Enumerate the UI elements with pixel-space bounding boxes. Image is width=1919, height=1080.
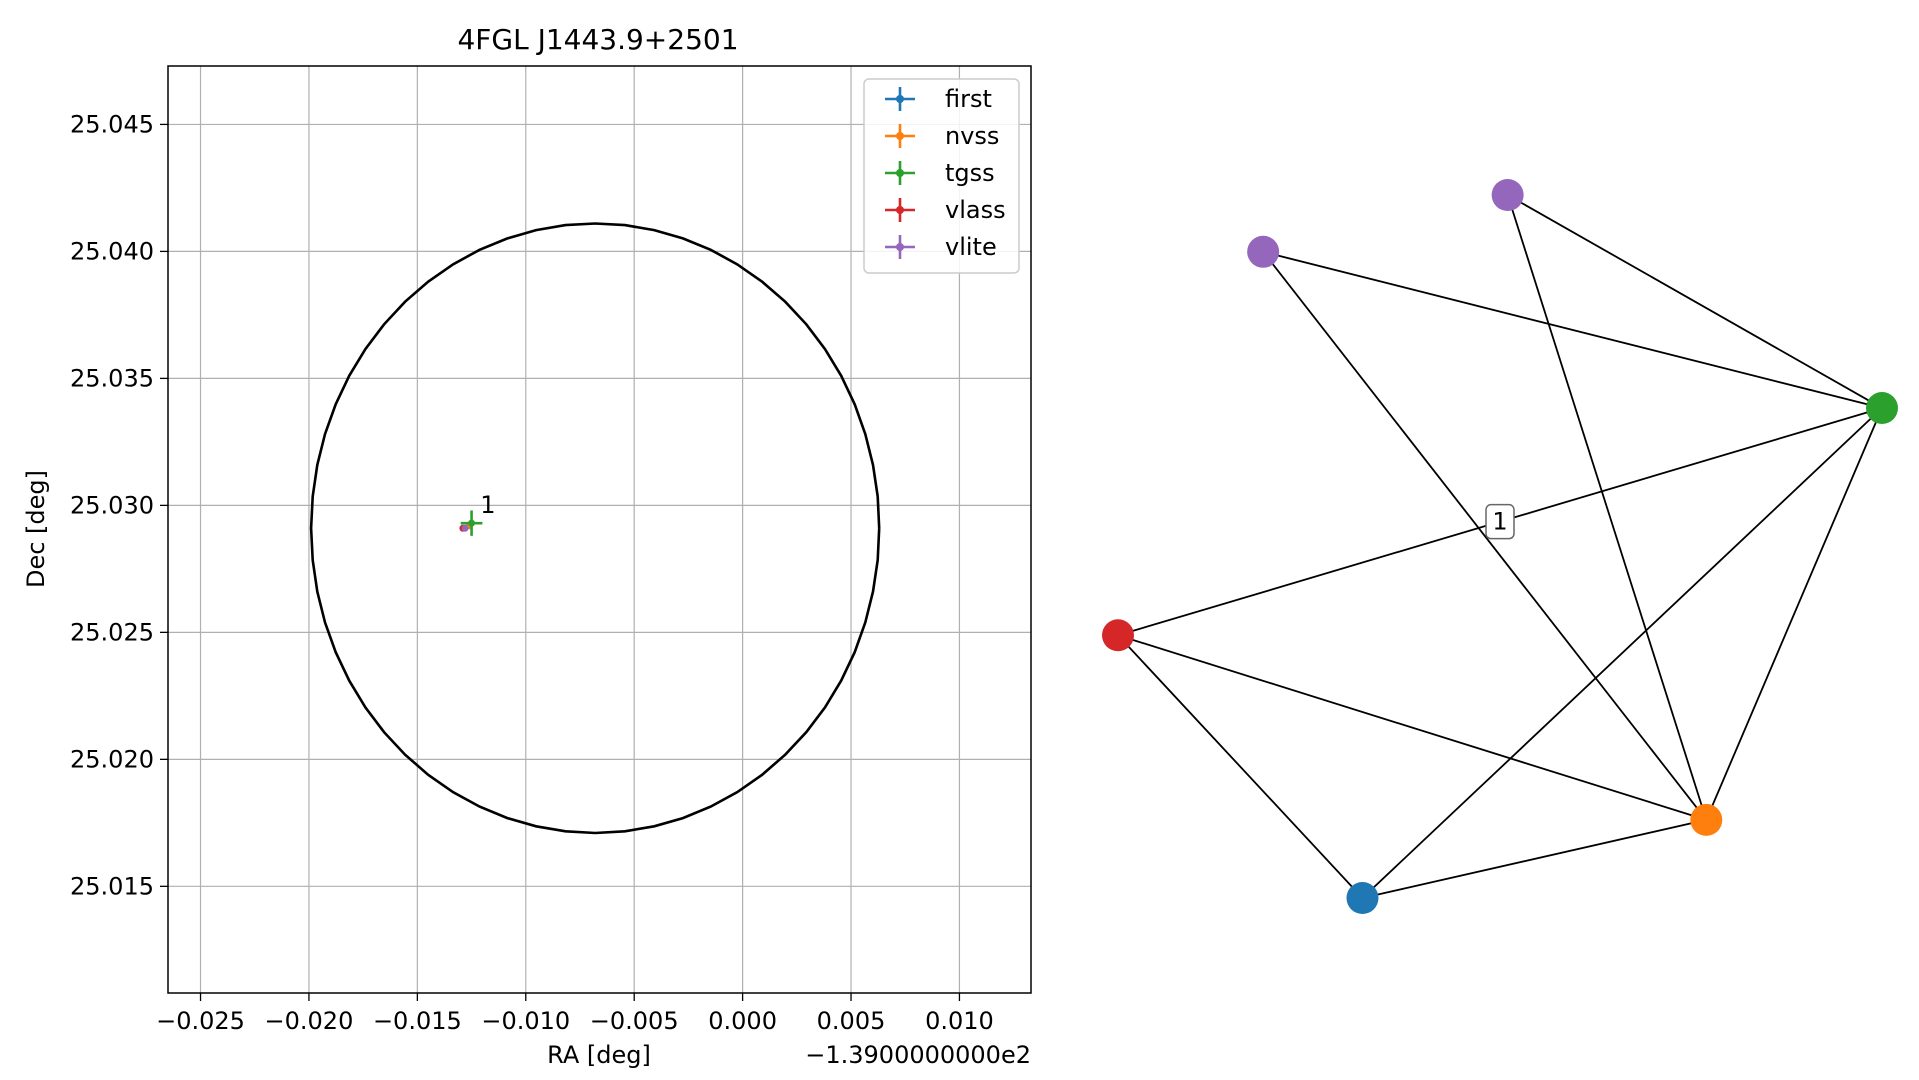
x-tick-label: −0.015 [373, 1007, 462, 1035]
x-tick-label: −0.005 [590, 1007, 679, 1035]
point-annotation: 1 [480, 491, 495, 519]
network-node-purple-left [1247, 235, 1280, 268]
legend-label: vlass [945, 196, 1006, 224]
edge-label-box [1485, 503, 1515, 540]
x-tick-label: 0.010 [925, 1007, 994, 1035]
legend-box [863, 78, 1020, 274]
y-tick-label: 25.030 [70, 491, 154, 519]
legend-marker [896, 95, 904, 103]
data-marker [468, 519, 476, 527]
network-edge [1361, 407, 1883, 899]
legend-label: first [945, 85, 992, 113]
network-edge [1117, 634, 1707, 821]
legend-marker [896, 132, 904, 140]
y-tick-label: 25.040 [70, 237, 154, 265]
legend-entry-vlass: vlass [885, 196, 1006, 224]
network-edge [1507, 194, 1883, 409]
series-point-vlite [461, 524, 469, 532]
network-nodes [1102, 179, 1898, 914]
network-node-orange [1690, 803, 1723, 836]
data-marker [461, 524, 469, 532]
network-edge [1362, 819, 1707, 899]
x-axis-offset-label: −1.3900000000e2 [805, 1041, 1031, 1069]
network-edge [1506, 194, 1708, 821]
legend-marker [896, 169, 904, 177]
legend-label: nvss [945, 122, 999, 150]
legend: first nvss tgss vlass vlite [863, 78, 1020, 274]
network-node-purple-top [1491, 179, 1524, 211]
legend-entry-first: first [885, 85, 992, 113]
network-edge [1117, 634, 1364, 899]
edge-label: 1 [1492, 508, 1507, 536]
uncertainty-ellipse-group [309, 222, 881, 835]
plot-frame [167, 65, 1032, 994]
series-point-tgss [460, 510, 483, 536]
network-edge [1262, 251, 1707, 821]
y-tick-label: 25.045 [70, 110, 154, 138]
data-points [459, 510, 483, 536]
y-tick-label: 25.035 [70, 364, 154, 392]
y-axis-label: Dec [deg] [22, 470, 50, 588]
network-node-red [1102, 619, 1134, 652]
network-edges [1117, 194, 1883, 899]
y-axis-ticks: 25.015 25.020 25.025 25.030 25.035 25.040 25.0… [70, 110, 168, 900]
network-edge [1262, 250, 1883, 409]
legend-label: tgss [945, 159, 995, 187]
network-edge-labels: 1 [1485, 503, 1515, 540]
y-tick-label: 25.020 [70, 745, 154, 773]
legend-entry-vlite: vlite [885, 233, 997, 261]
chart-title: 4FGL J1443.9+2501 [457, 23, 738, 56]
legend-label: vlite [945, 233, 997, 261]
network-edge [1705, 407, 1883, 821]
x-tick-label: 0.005 [817, 1007, 886, 1035]
y-tick-label: 25.025 [70, 618, 154, 646]
network-node-blue [1346, 882, 1379, 914]
annotations: 1 [480, 491, 495, 519]
legend-marker [896, 206, 904, 214]
x-tick-label: −0.025 [156, 1007, 245, 1035]
network-node-green [1866, 392, 1898, 425]
x-axis-ticks: −0.025 −0.020 −0.015 −0.010 −0.005 0.000 0.005… [156, 993, 994, 1035]
x-axis-label: RA [deg] [547, 1041, 651, 1069]
x-tick-label: 0.000 [708, 1007, 777, 1035]
legend-marker [896, 243, 904, 251]
uncertainty-ellipse [309, 222, 881, 835]
x-tick-label: −0.020 [265, 1007, 354, 1035]
legend-entry-nvss: nvss [885, 122, 999, 150]
legend-entry-tgss: tgss [885, 159, 995, 187]
y-tick-label: 25.015 [70, 872, 154, 900]
x-tick-label: −0.010 [481, 1007, 570, 1035]
